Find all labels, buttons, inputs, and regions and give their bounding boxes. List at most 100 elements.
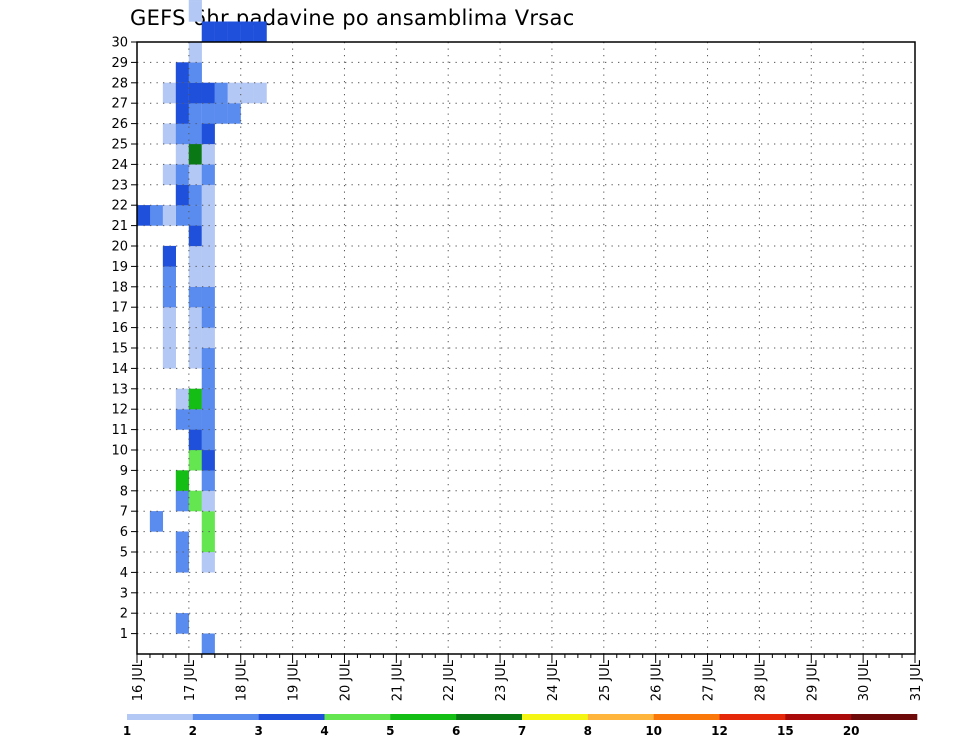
heatmap-cell	[175, 205, 189, 226]
colorbar-swatch	[851, 714, 918, 720]
heatmap-cell	[162, 266, 176, 287]
heatmap-cell	[188, 307, 202, 328]
heatmap-cell	[175, 613, 189, 634]
heatmap-cell	[162, 307, 176, 328]
colorbar-swatch	[785, 714, 852, 720]
x-tick-label: 27 JUL	[702, 659, 717, 701]
heatmap-cell	[188, 1, 202, 22]
plot-frame	[136, 41, 916, 655]
heatmap-cell	[201, 225, 215, 247]
x-tick-label: 20 JUL	[338, 659, 353, 701]
heatmap-cell	[188, 409, 202, 430]
heatmap-cell	[162, 245, 176, 267]
colorbar-swatch	[456, 714, 523, 720]
heatmap-cell	[201, 429, 215, 451]
y-tick-label: 6	[120, 525, 128, 540]
heatmap-cell	[175, 388, 189, 410]
y-tick-label: 9	[120, 464, 128, 479]
y-tick-label: 2	[120, 607, 128, 622]
heatmap-cell	[201, 245, 215, 267]
x-tick-label: 23 JUL	[494, 659, 509, 701]
heatmap-cell	[188, 286, 202, 308]
x-tick-label: 17 JUL	[183, 659, 198, 701]
heatmap-cell	[201, 82, 215, 104]
colorbar-swatch	[192, 714, 259, 720]
heatmap-cell	[201, 470, 215, 491]
heatmap-cell	[188, 103, 202, 124]
heatmap-cell	[240, 82, 254, 104]
y-tick-label: 15	[111, 342, 128, 357]
x-tick-label: 18 JUL	[235, 659, 250, 701]
heatmap-cell	[201, 205, 215, 226]
heatmap-cell	[188, 205, 202, 226]
colorbar-label: 1	[123, 724, 131, 738]
heatmap-cell	[175, 62, 189, 83]
y-tick-label: 13	[111, 382, 128, 397]
x-tick-label: 19 JUL	[287, 659, 302, 701]
y-tick-label: 1	[120, 627, 128, 642]
heatmap-cell	[201, 347, 215, 369]
y-tick-label: 5	[120, 546, 128, 561]
colorbar: 1 2 3 4 5 6 7 8 10 12 15 20	[123, 714, 918, 738]
heatmap-cell	[201, 490, 215, 512]
heatmap-cell	[201, 266, 215, 287]
colorbar-label: 6	[452, 724, 460, 738]
colorbar-label: 4	[320, 724, 328, 738]
heatmap-cell	[188, 123, 202, 145]
heatmap-cell	[201, 327, 215, 349]
colorbar-label: 15	[777, 724, 794, 738]
colorbar-swatch	[653, 714, 720, 720]
heatmap-cell	[201, 633, 215, 655]
y-tick-label: 8	[120, 484, 128, 499]
heatmap-cell	[136, 205, 151, 226]
heatmap-cell	[201, 164, 215, 185]
heatmap-cell	[162, 327, 176, 349]
colorbar-swatch	[390, 714, 457, 720]
heatmap-cell	[175, 551, 189, 573]
heatmap-cell	[162, 347, 176, 369]
heatmap-cell	[188, 266, 202, 287]
heatmap-cell	[201, 388, 215, 410]
y-tick-label: 11	[111, 423, 128, 438]
colorbar-label: 8	[584, 724, 592, 738]
heatmap-cell	[227, 82, 241, 104]
heatmap-cell	[201, 123, 215, 145]
y-tick-label: 20	[111, 240, 128, 255]
heatmap-cell	[162, 164, 176, 185]
heatmap-cell	[188, 347, 202, 369]
y-tick-label: 25	[111, 138, 128, 153]
y-tick-label: 21	[111, 219, 128, 234]
heatmap-cell	[188, 41, 202, 63]
heatmap-cell	[188, 388, 202, 410]
heatmap-cell	[201, 449, 215, 471]
heatmap-cell	[188, 490, 202, 512]
y-tick-label: 18	[111, 280, 128, 295]
heatmap-cell	[240, 21, 254, 43]
y-tick-label: 19	[111, 260, 128, 275]
heatmap-cell	[175, 82, 189, 104]
heatmap-cell	[201, 307, 215, 328]
heatmap-cell	[188, 449, 202, 471]
x-tick-label: 24 JUL	[546, 659, 561, 701]
heatmap-cell	[175, 409, 189, 430]
heatmap-cell	[175, 123, 189, 145]
colorbar-label: 12	[711, 724, 728, 738]
colorbar-label: 7	[518, 724, 526, 738]
heatmap-cell	[201, 103, 215, 124]
heatmap-cell	[188, 0, 202, 2]
y-tick-label: 29	[111, 56, 128, 71]
y-tick-label: 27	[111, 97, 128, 112]
heatmap-cell	[175, 164, 189, 185]
heatmap-cell	[201, 286, 215, 308]
y-tick-label: 12	[111, 403, 128, 418]
heatmap-cell	[175, 490, 189, 512]
heatmap-cell	[188, 143, 202, 165]
y-tick-label: 30	[111, 36, 128, 51]
y-tick-label: 22	[111, 199, 128, 214]
heatmap-cell	[188, 164, 202, 185]
heatmap-cell	[162, 205, 176, 226]
heatmap-cell	[149, 205, 164, 226]
x-tick-label: 16 JUL	[131, 659, 146, 701]
heatmap-cell	[188, 82, 202, 104]
heatmap-cell	[201, 368, 215, 389]
